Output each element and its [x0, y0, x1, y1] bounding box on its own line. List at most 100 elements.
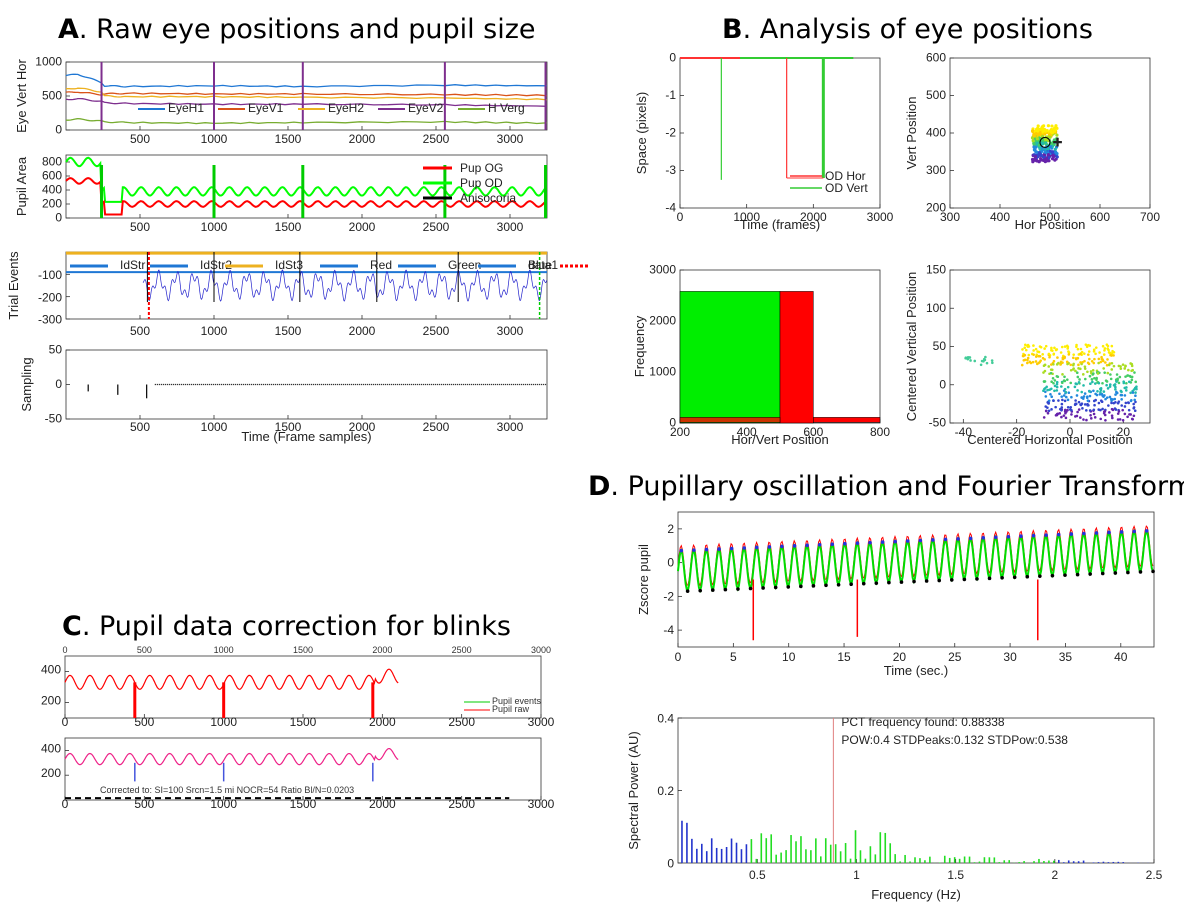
x-axis-label: Hor Position: [1015, 217, 1086, 232]
centered-point: [1119, 365, 1122, 368]
centered-point: [1112, 364, 1116, 368]
plot-frame: [64, 737, 542, 801]
x-tick-label: 25: [948, 650, 962, 664]
centered-point: [1083, 359, 1086, 363]
centered-point: [1026, 356, 1030, 360]
gaze-point: [1047, 156, 1051, 160]
y-tick-label: 0.4: [657, 712, 674, 726]
centered-point: [1072, 362, 1075, 366]
centered-point: [1053, 384, 1057, 388]
x-tick-label: 2000: [800, 210, 827, 224]
centered-point: [1076, 356, 1080, 360]
panel-d-title: D. Pupillary oscillation and Fourier Tra…: [588, 471, 1184, 502]
gaze-point: [1032, 145, 1036, 149]
top-tick-label: 1000: [214, 645, 234, 655]
centered-point: [1053, 379, 1057, 382]
centered-point: [1121, 408, 1125, 412]
y-axis-label: Frequency: [632, 315, 647, 377]
x-tick-label: -20: [1008, 425, 1026, 439]
chart-C2: 0 500 1000 1500 2000 2500 3000 200 400 Corrected …: [41, 737, 555, 811]
centered-point: [1074, 399, 1077, 402]
x-tick-label: 2.5: [1146, 868, 1163, 882]
centered-point: [1133, 409, 1137, 413]
centered-point: [1048, 355, 1051, 359]
centered-point: [1122, 380, 1125, 383]
x-tick-label: 1000: [201, 324, 228, 338]
centered-point: [1065, 378, 1069, 381]
centered-point: [1079, 367, 1082, 371]
centered-point: [1113, 383, 1117, 386]
centered-point: [1099, 417, 1103, 421]
y-tick-label: 200: [41, 694, 61, 708]
centered-point: [1047, 402, 1050, 405]
legend-label: IdStr2: [200, 258, 232, 272]
centered-point: [1100, 355, 1103, 359]
centered-point: [1046, 411, 1050, 415]
x-tick-label: 200: [670, 425, 690, 439]
centered-point: [1079, 347, 1083, 351]
centered-point: [1095, 376, 1098, 380]
trough-marker: [912, 579, 916, 584]
trough-marker: [849, 582, 853, 587]
centered-point: [1052, 352, 1056, 356]
centered-point: [1094, 346, 1098, 349]
centered-point: [1115, 380, 1118, 383]
x-tick-label: 2000: [369, 715, 396, 729]
centered-point: [1050, 387, 1053, 391]
x-tick-label: 3000: [497, 132, 524, 146]
centered-point: [1106, 358, 1109, 361]
x-tick-label: 0: [1067, 425, 1074, 439]
centered-point: [1093, 357, 1096, 361]
trough-marker: [1138, 570, 1143, 574]
y-tick-label: 500: [42, 89, 62, 103]
centered-point: [1105, 383, 1108, 387]
centered-point: [1131, 391, 1135, 394]
gaze-point: [1035, 137, 1040, 141]
x-tick-label: 1000: [210, 797, 237, 811]
correction-note: Corrected to: SI=100 Srcn=1.5 mi NOCR=54…: [100, 785, 354, 795]
centered-point: [1127, 368, 1130, 372]
y-tick-label: 2000: [649, 314, 676, 328]
peak-marker: [905, 539, 910, 543]
centered-point: [1061, 361, 1064, 364]
panel-c-title: C. Pupil data correction for blinks: [62, 611, 511, 642]
centered-point: [1076, 375, 1080, 379]
centered-point: [1113, 397, 1117, 401]
peak-marker: [717, 547, 721, 551]
peak-marker: [1069, 532, 1074, 536]
centered-point: [1047, 365, 1051, 368]
top-tick-label: 2000: [372, 645, 392, 655]
panel-a-title: A. Raw eye positions and pupil size: [58, 14, 536, 45]
centered-point: [1031, 360, 1035, 364]
trial-signal: [142, 269, 548, 302]
y-tick-label: 500: [926, 88, 946, 102]
y-axis-label: Space (pixels): [634, 92, 649, 174]
centered-point: [1072, 356, 1075, 360]
series-line: [64, 668, 399, 690]
x-tick-label: 3000: [497, 324, 524, 338]
centered-point: [1064, 411, 1067, 415]
centered-point: [1097, 357, 1101, 361]
x-tick-label: 2500: [423, 132, 450, 146]
centered-point: [1108, 385, 1112, 388]
centered-point: [1123, 394, 1127, 397]
x-tick-label: 800: [870, 425, 890, 439]
chart-D2: 0.5 1 1.5 2 2.5 0 0.2 0.4 Frequency (Hz) Spectral…: [626, 712, 1163, 902]
centered-point: [1105, 343, 1109, 346]
centered-point: [1092, 372, 1095, 375]
centered-point: [1105, 396, 1109, 399]
series-line: [65, 97, 548, 107]
centered-point: [1079, 416, 1082, 419]
centered-point: [1078, 378, 1081, 381]
centered-point: [1104, 361, 1107, 364]
centered-point: [1054, 405, 1057, 409]
centered-point: [1053, 346, 1056, 350]
top-tick-label: 1500: [293, 645, 313, 655]
centered-point: [1077, 400, 1081, 404]
centered-point: [1065, 360, 1069, 364]
power-stats-annotation: POW:0.4 STDPeaks:0.132 STDPow:0.538: [841, 733, 1068, 747]
centered-point: [1134, 380, 1138, 384]
